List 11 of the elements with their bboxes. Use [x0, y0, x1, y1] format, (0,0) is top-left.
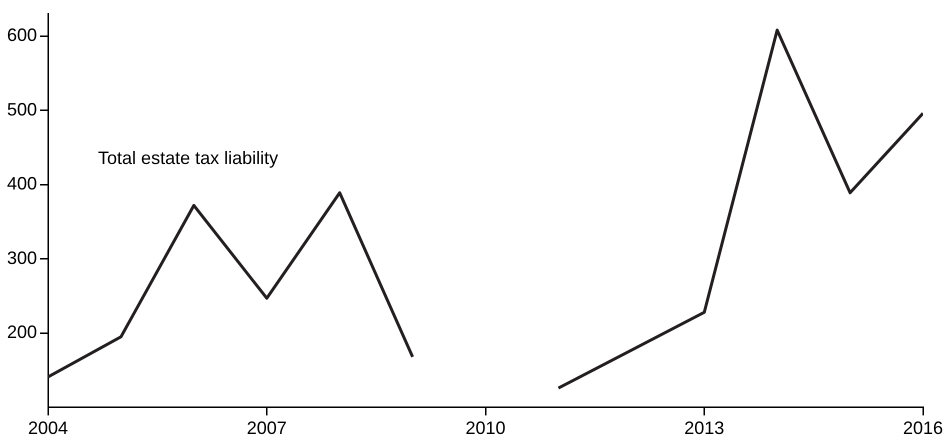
y-tick-label: 600 [6, 25, 38, 46]
x-tick-label: 2013 [684, 418, 724, 438]
text: Total estate tax liability [98, 148, 278, 168]
x-tick-label: 2007 [246, 418, 287, 438]
x-tick-label: 2016 [902, 418, 944, 438]
y-tick-label: 200 [6, 322, 38, 342]
x-tick-label: 2004 [28, 418, 68, 438]
y-tick-label: 300 [6, 248, 38, 268]
y-tick-label: 500 [6, 99, 38, 120]
y-tick-label: 400 [6, 174, 38, 194]
x-tick-label: 2010 [465, 418, 506, 438]
